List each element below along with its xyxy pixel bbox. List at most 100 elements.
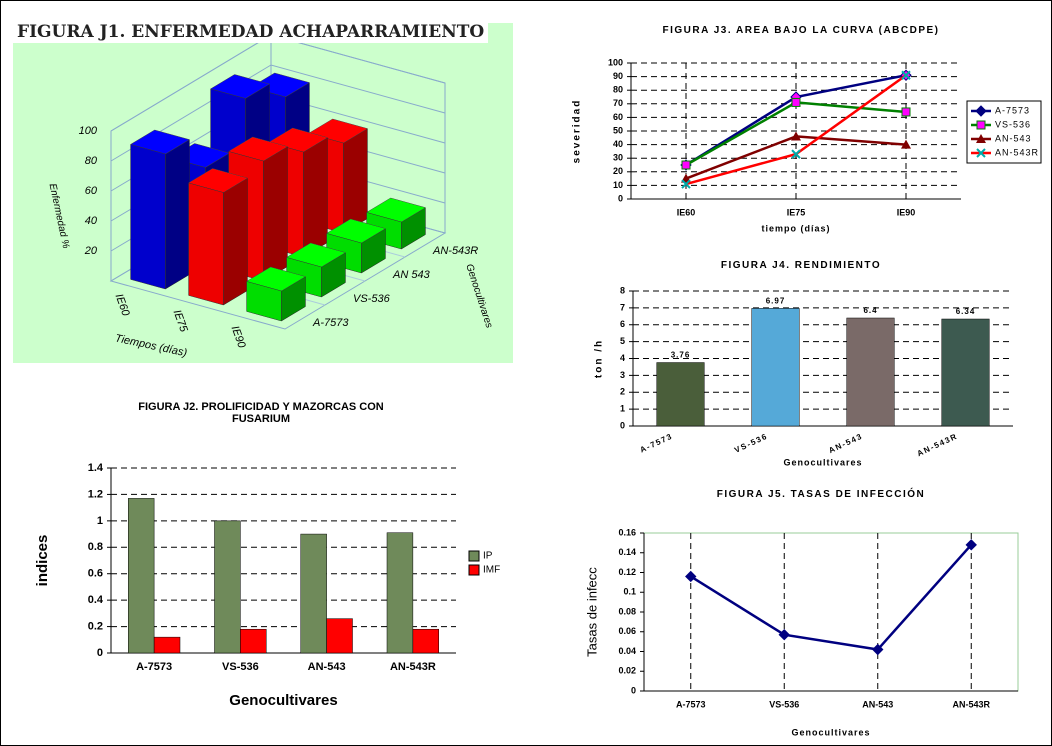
legend-label: IP xyxy=(483,551,493,562)
bar xyxy=(751,308,800,427)
bar xyxy=(188,182,224,306)
bar xyxy=(846,317,895,427)
bar xyxy=(153,636,181,654)
chart-title: FIGURA J2. PROLIFICIDAD Y MAZORCAS CON F… xyxy=(138,401,384,425)
y-tick-label: 0.4 xyxy=(88,594,104,606)
y-tick-label: 0.1 xyxy=(623,587,636,597)
z-tick-label: VS-536 xyxy=(353,293,391,305)
y-tick-label: 0.14 xyxy=(618,547,636,557)
bar xyxy=(300,533,327,654)
y-tick-label: 0 xyxy=(620,420,625,430)
x-tick-label: A-7573 xyxy=(638,432,674,455)
legend-label: A-7573 xyxy=(995,105,1030,115)
y-tick-label: 100 xyxy=(608,57,623,67)
marker xyxy=(685,570,697,583)
x-tick-label: A-7573 xyxy=(676,699,706,709)
y-tick-label: 1.2 xyxy=(88,488,103,500)
z-tick-label: AN 543 xyxy=(392,269,431,281)
bar xyxy=(656,362,705,427)
y-tick-label: 0 xyxy=(618,193,623,203)
y-tick-label: 80 xyxy=(613,85,623,95)
x-tick-label: AN-543 xyxy=(308,661,346,673)
z-tick-label: 40 xyxy=(85,215,98,227)
grid-line xyxy=(110,64,446,162)
y-tick-label: 50 xyxy=(613,125,623,135)
y-axis-label: Tasas de infecc xyxy=(584,567,599,657)
chart-title: FIGURA J1. ENFERMEDAD ACHAPARRAMIENTO xyxy=(13,21,489,43)
marker xyxy=(975,105,987,117)
y-tick-label: 1.4 xyxy=(88,462,104,474)
marker xyxy=(791,131,801,141)
y-tick-label: 40 xyxy=(613,139,623,149)
y-tick-label: 0.02 xyxy=(618,666,636,676)
marker xyxy=(976,120,986,130)
z-tick-label: 80 xyxy=(85,155,98,167)
bar xyxy=(412,628,439,654)
y-tick-label: 7 xyxy=(620,302,625,312)
y-axis-label: indices xyxy=(34,535,51,587)
bar xyxy=(128,498,155,654)
x-axis-label: tiempo (días) xyxy=(761,223,830,233)
marker xyxy=(791,97,801,107)
y-tick-label: 10 xyxy=(613,180,623,190)
x-axis-label: Genocultivares xyxy=(791,727,870,737)
x-tick-label: AN-543R xyxy=(916,432,960,459)
bar xyxy=(941,318,990,427)
y-tick-label: 0 xyxy=(97,647,103,659)
y-tick-label: 2 xyxy=(620,387,625,397)
marker xyxy=(778,629,790,641)
y-tick-label: 0.08 xyxy=(618,606,636,616)
y-tick-label: 4 xyxy=(620,353,625,363)
y-tick-label: 0.06 xyxy=(618,626,636,636)
y-tick-label: 1 xyxy=(620,404,625,414)
chart-title: FIGURA J3. AREA BAJO LA CURVA (ABCDPE) xyxy=(662,25,940,36)
legend-label: IMF xyxy=(483,565,500,576)
x-axis-label: Genocultivares xyxy=(229,692,337,709)
bar-side xyxy=(303,137,328,258)
legend-label: AN-543 xyxy=(995,133,1032,143)
z-tick-label: 100 xyxy=(79,125,98,137)
y-tick-label: 1 xyxy=(97,515,103,527)
bar-side xyxy=(223,177,248,306)
marker xyxy=(901,70,911,80)
chart-title: FIGURA J5. TASAS DE INFECCIÓN xyxy=(716,489,926,500)
value-label: 6.4 xyxy=(863,306,877,315)
x-tick-label: VS-536 xyxy=(733,432,769,455)
bar xyxy=(246,281,282,322)
x-tick-label: AN-543 xyxy=(862,699,893,709)
y-tick-label: 0.2 xyxy=(88,620,103,632)
x-tick-label: AN-543R xyxy=(952,699,990,709)
marker xyxy=(791,149,801,159)
value-label: 6.34 xyxy=(956,307,976,316)
marker xyxy=(976,148,986,158)
y-axis-label: ton /h xyxy=(594,339,605,378)
x-tick-label: AN-543 xyxy=(827,432,864,456)
z-tick-label: A-7573 xyxy=(312,317,349,329)
z-tick-label: AN-543R xyxy=(432,245,478,257)
x-tick-label: AN-543R xyxy=(390,661,436,673)
legend-label: AN-543R xyxy=(995,147,1039,157)
bar xyxy=(130,144,166,290)
y-axis-label: severidad xyxy=(572,99,583,164)
z-tick-label: 60 xyxy=(85,185,98,197)
bar-side xyxy=(263,146,288,282)
marker xyxy=(901,139,911,149)
x-tick-label: IE60 xyxy=(677,207,696,217)
x-tick-label: IE75 xyxy=(787,207,806,217)
bar-side xyxy=(165,139,190,290)
y-tick-label: 0.16 xyxy=(618,527,636,537)
y-tick-label: 70 xyxy=(613,98,623,108)
legend-swatch xyxy=(468,550,480,562)
marker xyxy=(681,179,691,189)
y-tick-label: 8 xyxy=(620,285,625,295)
bar xyxy=(326,618,353,654)
y-tick-label: 0.04 xyxy=(618,646,636,656)
y-tick-label: 20 xyxy=(613,166,623,176)
legend-label: VS-536 xyxy=(995,119,1031,129)
y-tick-label: 3 xyxy=(620,370,625,380)
bar-side xyxy=(343,128,368,234)
marker xyxy=(901,107,911,117)
marker xyxy=(681,160,691,170)
